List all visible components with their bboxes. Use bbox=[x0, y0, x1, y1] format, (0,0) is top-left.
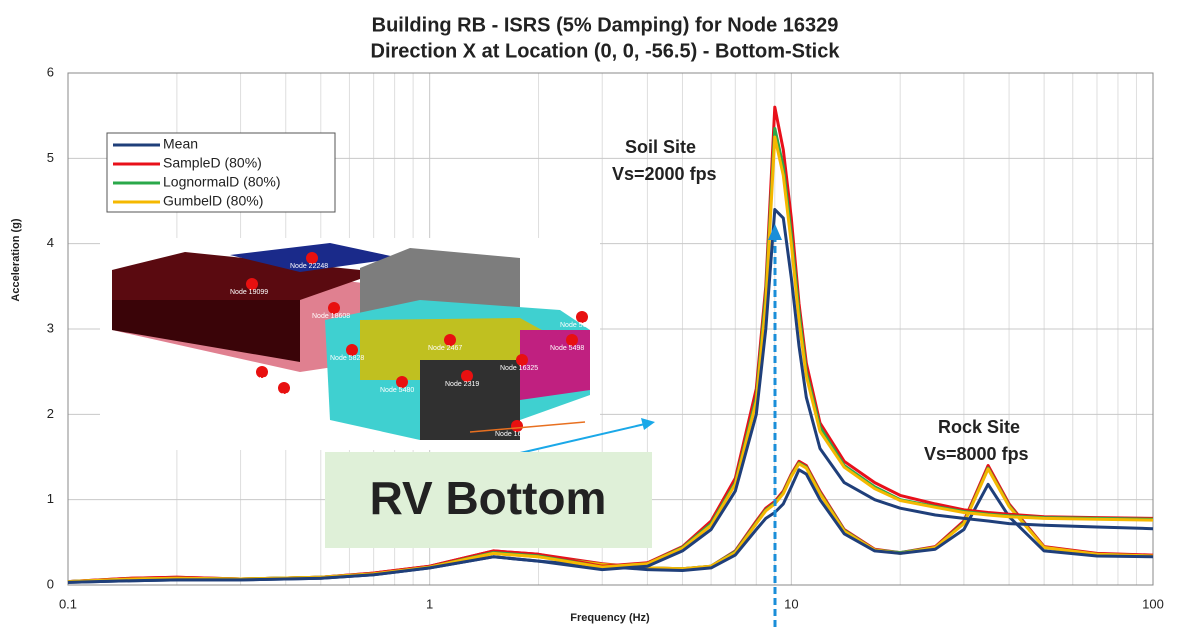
callout: RV Bottom bbox=[370, 472, 607, 524]
legend-label: LognormalD (80%) bbox=[163, 174, 281, 190]
node-label: Node 5637 bbox=[560, 322, 594, 329]
annotation: Vs=2000 fps bbox=[612, 164, 717, 184]
node-label: Node 17351 bbox=[240, 377, 278, 384]
annotation: Rock Site bbox=[938, 417, 1020, 437]
chart-subtitle: Direction X at Location (0, 0, -56.5) - … bbox=[371, 40, 841, 62]
x-tick-label: 10 bbox=[784, 596, 798, 611]
node-label: Node 5498 bbox=[550, 345, 584, 352]
node-label: Node 16329 bbox=[495, 431, 533, 438]
node-label: Node 19099 bbox=[230, 289, 268, 296]
legend-label: GumbelD (80%) bbox=[163, 193, 263, 209]
chart: Building RB - ISRS (5% Damping) for Node… bbox=[0, 0, 1178, 627]
y-tick-label: 0 bbox=[47, 576, 54, 591]
node-label: Node 21074 bbox=[262, 393, 300, 400]
node-label: Node 22248 bbox=[290, 263, 328, 270]
legend: Mean SampleD (80%) LognormalD (80%) GumbelD… bbox=[107, 133, 335, 212]
x-tick-label: 1 bbox=[426, 596, 433, 611]
node-label: Node 2467 bbox=[428, 345, 462, 352]
model-inset: Node 22248 Node 19099 Node 18608 Node 5637 N… bbox=[100, 238, 600, 450]
y-tick-label: 4 bbox=[47, 235, 54, 250]
x-tick-label: 0.1 bbox=[59, 596, 77, 611]
y-tick-label: 2 bbox=[47, 406, 54, 421]
y-tick-label: 3 bbox=[47, 320, 54, 335]
node-label: Node 5828 bbox=[330, 355, 364, 362]
chart-title: Building RB - ISRS (5% Damping) for Node… bbox=[372, 14, 839, 36]
legend-label: Mean bbox=[163, 136, 198, 152]
x-tick-label: 100 bbox=[1142, 596, 1164, 611]
y-axis-label: Acceleration (g) bbox=[10, 218, 22, 301]
legend-label: SampleD (80%) bbox=[163, 155, 262, 171]
y-tick-label: 5 bbox=[47, 150, 54, 165]
x-axis-label: Frequency (Hz) bbox=[570, 612, 650, 624]
annotation: Vs=8000 fps bbox=[924, 444, 1029, 464]
y-tick-label: 1 bbox=[47, 491, 54, 506]
node-label: Node 18608 bbox=[312, 313, 350, 320]
node-label: Node 5480 bbox=[380, 387, 414, 394]
y-tick-label: 6 bbox=[47, 64, 54, 79]
node-label: Node 16325 bbox=[500, 365, 538, 372]
node-label: Node 2319 bbox=[445, 381, 479, 388]
annotation: Soil Site bbox=[625, 137, 696, 157]
